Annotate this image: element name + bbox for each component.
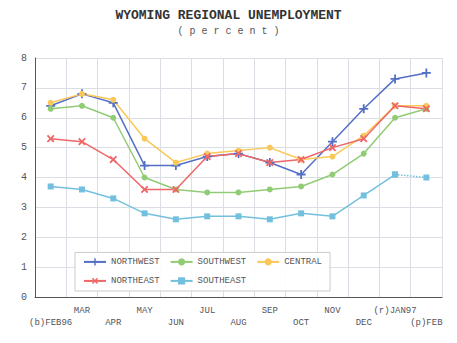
svg-text:0: 0: [21, 292, 27, 303]
svg-text:1: 1: [21, 262, 27, 273]
svg-text:6: 6: [21, 112, 27, 123]
svg-text:NORTHWEST: NORTHWEST: [111, 257, 160, 267]
svg-text:JUL: JUL: [199, 306, 215, 316]
svg-text:DEC: DEC: [356, 318, 373, 328]
svg-text:AUG: AUG: [230, 318, 246, 328]
svg-text:APR: APR: [105, 318, 122, 328]
svg-text:2: 2: [21, 232, 27, 243]
svg-text:WYOMING REGIONAL UNEMPLOYMENT: WYOMING REGIONAL UNEMPLOYMENT: [115, 8, 341, 23]
svg-text:SOUTHEAST: SOUTHEAST: [198, 276, 247, 286]
svg-text:OCT: OCT: [293, 318, 310, 328]
svg-text:CENTRAL: CENTRAL: [284, 257, 322, 267]
svg-text:5: 5: [21, 142, 27, 153]
svg-text:(p)FEB: (p)FEB: [410, 318, 443, 328]
svg-text:JUN: JUN: [168, 318, 184, 328]
svg-text:( p e r c e n t ): ( p e r c e n t ): [177, 26, 279, 37]
svg-text:SEP: SEP: [262, 306, 278, 316]
svg-text:(b)FEB96: (b)FEB96: [29, 318, 72, 328]
svg-text:NOV: NOV: [324, 306, 341, 316]
svg-text:3: 3: [21, 202, 27, 213]
svg-text:MAR: MAR: [74, 306, 91, 316]
svg-text:NORTHEAST: NORTHEAST: [111, 276, 160, 286]
svg-text:7: 7: [21, 82, 27, 93]
svg-text:4: 4: [21, 172, 27, 183]
svg-text:(r)JAN97: (r)JAN97: [373, 306, 416, 316]
svg-text:SOUTHWEST: SOUTHWEST: [198, 257, 247, 267]
svg-text:MAY: MAY: [136, 306, 153, 316]
svg-text:8: 8: [21, 53, 27, 64]
